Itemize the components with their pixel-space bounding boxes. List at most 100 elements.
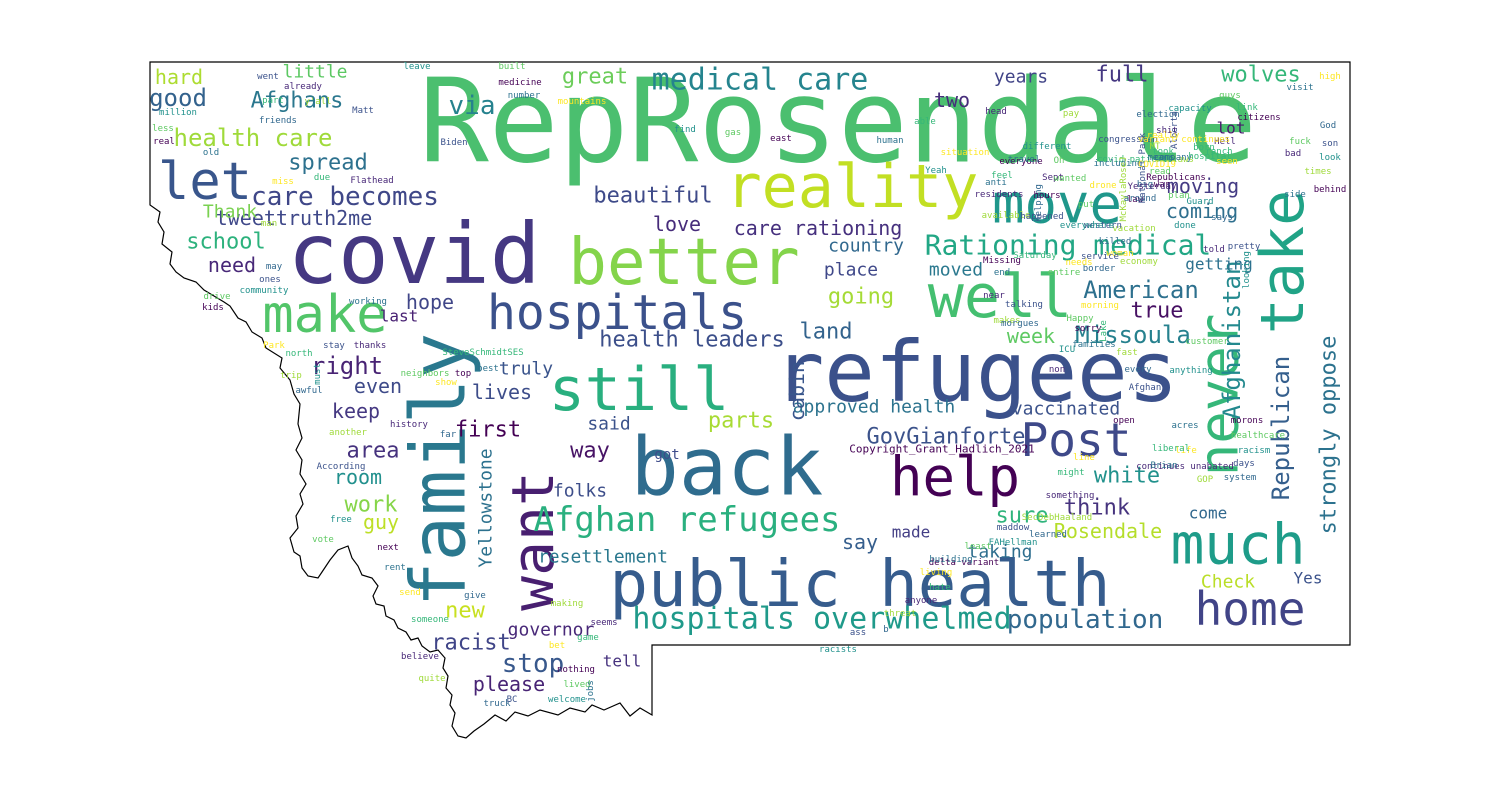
cloud-word-small: western [1084, 221, 1122, 231]
cloud-word-small: situation [941, 148, 990, 158]
cloud-word-small: give [464, 591, 486, 601]
cloud-word-small: sorry [1074, 324, 1102, 334]
cloud-word: well [928, 262, 1073, 332]
cloud-word-small: b [883, 625, 888, 635]
cloud-word: white [1094, 464, 1160, 489]
cloud-word-small: God [1320, 121, 1336, 131]
cloud-word: racist [431, 631, 510, 656]
cloud-word-small: Missing [983, 256, 1021, 266]
cloud-word: move [992, 173, 1122, 236]
cloud-word: Copyright_Grant_Hadlich_2021 [849, 443, 1034, 456]
cloud-word-small: jobs [586, 680, 596, 702]
cloud-word-small: According [317, 462, 366, 472]
cloud-word-small: ranch [1205, 147, 1232, 157]
cloud-word-small: anti [985, 178, 1007, 188]
cloud-word: never [1188, 314, 1251, 477]
cloud-word: help [890, 446, 1020, 509]
cloud-word-small: trip [280, 371, 302, 381]
cloud-word: lot [1217, 119, 1246, 138]
cloud-word-small: must [313, 363, 323, 385]
cloud-word-small: making [551, 599, 584, 609]
cloud-word: truly [499, 359, 553, 380]
cloud-word-small: citizens [1237, 113, 1280, 123]
cloud-word-small: really [1147, 131, 1180, 141]
cloud-word-small: man [261, 219, 277, 229]
cloud-word-small: shit [1156, 126, 1178, 136]
cloud-word-small: including [1094, 159, 1143, 169]
cloud-word-small: quite [418, 674, 445, 684]
cloud-word-small: Biden [440, 138, 467, 148]
cloud-word-small: medicine [498, 78, 541, 88]
cloud-word-small: free [330, 515, 352, 525]
cloud-word: please [473, 672, 545, 696]
cloud-word-small: anything [1169, 366, 1212, 376]
cloud-word-small: high [1319, 72, 1341, 82]
cloud-word: better [568, 226, 799, 300]
cloud-word: love [653, 212, 701, 236]
cloud-word: spread [288, 151, 367, 176]
cloud-word: Yellowstone [476, 448, 497, 567]
cloud-word: new [445, 599, 485, 624]
cloud-word: sure [996, 504, 1049, 529]
cloud-word-small: open [1113, 416, 1135, 426]
cloud-word: let [158, 152, 252, 212]
cloud-word-small: went [257, 72, 279, 82]
cloud-word-small: stay [323, 341, 345, 351]
cloud-word: little [282, 62, 347, 83]
cloud-word-small: part [262, 96, 284, 106]
cloud-word-small: MT [1150, 142, 1161, 152]
cloud-word-small: election [1136, 110, 1179, 120]
cloud-word-small: covid patients [1097, 155, 1173, 165]
cloud-word-small: pretty [1228, 242, 1261, 252]
cloud-word-small: Guard [1186, 197, 1213, 207]
cloud-word-small: read [1149, 167, 1171, 177]
cloud-word-small: something [1046, 491, 1095, 501]
cloud-word-small: COVID19 [1138, 160, 1176, 170]
cloud-word-small: times [1304, 167, 1331, 177]
cloud-word-small: threat [884, 609, 917, 619]
cloud-word: still [549, 355, 730, 425]
cloud-word: think [1064, 496, 1130, 521]
cloud-word: RepRosendale [419, 55, 1257, 190]
cloud-word: years [994, 67, 1048, 88]
cloud-word-small: needs [1065, 258, 1092, 268]
cloud-word: beautiful [593, 184, 712, 209]
cloud-word-small: top [455, 369, 471, 379]
cloud-word-small: built [498, 62, 525, 72]
cloud-word: health care [174, 124, 333, 152]
cloud-word-small: everywhere [1060, 221, 1114, 231]
cloud-word-small: Hell [1214, 137, 1236, 147]
cloud-word-small: someone [411, 615, 449, 625]
cloud-word: going [828, 285, 894, 310]
cloud-word: guy [363, 510, 399, 534]
cloud-word-small: friends [259, 116, 297, 126]
cloud-word: lives [472, 380, 532, 404]
cloud-word: school [186, 230, 265, 255]
cloud-word-small: customer [1185, 337, 1229, 347]
cloud-word-small: says [1211, 213, 1233, 223]
cloud-word-small: Flathead [350, 176, 393, 186]
cloud-word-small: plan [1168, 191, 1190, 201]
cloud-word-small: capacity [1168, 104, 1212, 114]
cloud-word: getting [1185, 255, 1252, 274]
cloud-word: taking [967, 542, 1032, 563]
cloud-word-small: laws [1172, 155, 1194, 165]
cloud-word-small: north [285, 349, 312, 359]
cloud-word-small: residents [975, 190, 1024, 200]
cloud-word-small: y'all [304, 97, 331, 107]
cloud-word-small: drive [203, 292, 230, 302]
cloud-word-small: seems [590, 618, 617, 628]
word-cloud: RepRosendale refugees covid back public heal… [149, 55, 1346, 710]
cloud-word: Republican [1267, 356, 1295, 501]
cloud-word-small: another [329, 428, 368, 438]
cloud-word-small: put [1078, 200, 1094, 210]
cloud-word-small: visit [1286, 83, 1313, 93]
cloud-word-small: born [1193, 143, 1215, 153]
cloud-word: come [1189, 504, 1228, 523]
cloud-word-small: fuck [1289, 137, 1311, 147]
cloud-word-small: anyone [905, 596, 938, 606]
cloud-word-small: helping [1034, 184, 1044, 222]
cloud-word-small: next [377, 543, 399, 553]
cloud-word-small: pay [1063, 109, 1080, 119]
